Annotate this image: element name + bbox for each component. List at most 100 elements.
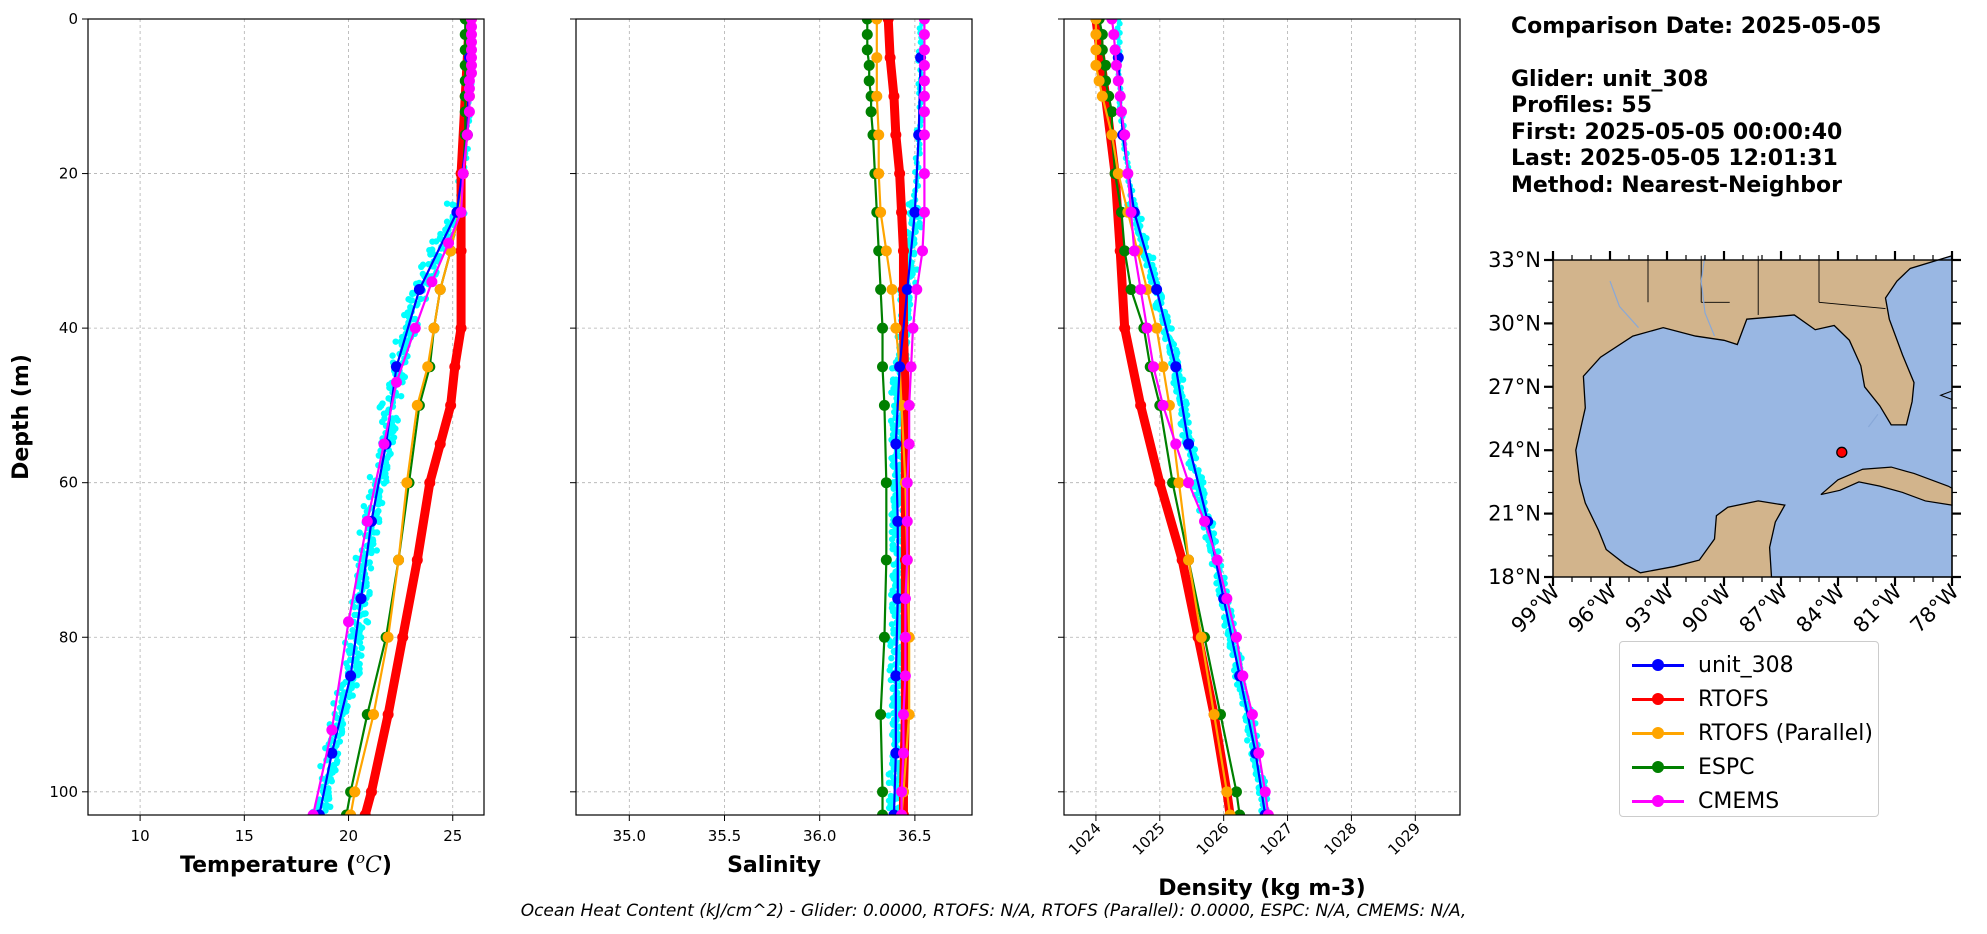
map-lat-label: 33°N — [1488, 248, 1541, 272]
legend-item: RTOFS — [1630, 682, 1878, 716]
glider-scatter-point — [370, 529, 378, 536]
series-marker — [1106, 106, 1118, 118]
series-marker — [1221, 593, 1233, 605]
glider-scatter-point — [360, 502, 368, 510]
glider-scatter-point — [1183, 400, 1190, 408]
glider-scatter-point — [417, 295, 424, 303]
glider-scatter-point — [356, 529, 363, 536]
series-marker — [907, 322, 919, 334]
series-marker — [880, 245, 892, 257]
glider-scatter-point — [392, 338, 399, 345]
series-marker — [1110, 59, 1122, 71]
glider-scatter-point — [373, 547, 380, 554]
glider-scatter-point — [367, 565, 375, 572]
series-marker — [1106, 129, 1118, 141]
glider-scatter-point — [1221, 622, 1228, 629]
glider-scatter-point — [329, 769, 337, 776]
glider-scatter-point — [356, 639, 364, 646]
map-lon-label: 81°W — [1849, 579, 1907, 637]
glider-scatter-point — [366, 559, 373, 566]
glider-scatter-point — [906, 230, 913, 238]
glider-scatter-point — [885, 771, 892, 778]
map-lon-label: 93°W — [1621, 579, 1679, 637]
ohc-footer: Ocean Heat Content (kJ/cm^2) - Glider: 0… — [520, 901, 1467, 921]
glider-scatter-point — [358, 644, 365, 652]
series-marker — [1259, 786, 1271, 798]
map-river — [1867, 413, 1879, 428]
series-marker — [463, 83, 475, 95]
series-marker — [896, 786, 908, 798]
glider-scatter-point — [1116, 20, 1123, 27]
glider-scatter-point — [351, 611, 358, 619]
profile-panel-2: 35.0 35.5 36.0 36.5 Salinity — [570, 18, 973, 878]
glider-scatter-point — [392, 425, 399, 432]
glider-scatter-point — [889, 545, 896, 553]
series-marker — [1173, 477, 1185, 489]
series-marker — [1119, 129, 1131, 141]
series-marker — [382, 631, 394, 643]
glider-scatter-point — [891, 408, 898, 416]
series-marker — [378, 438, 390, 450]
glider-location-marker — [1836, 446, 1848, 458]
series-marker — [461, 129, 473, 141]
glider-scatter-point — [317, 762, 324, 770]
series-marker — [918, 19, 930, 25]
x-axis-label: Density (kg m-3) — [1158, 876, 1366, 901]
series-marker — [1115, 106, 1127, 118]
glider-scatter-point — [910, 250, 918, 258]
glider-scatter-point — [358, 652, 365, 659]
x-tick-label: 1026 — [1193, 819, 1233, 859]
x-tick-label: 1025 — [1129, 819, 1169, 859]
series-marker — [863, 75, 875, 87]
series-marker — [1119, 322, 1131, 334]
legend-label: CMEMS — [1698, 788, 1780, 814]
series-marker — [897, 709, 909, 721]
last-time: Last: 2025-05-05 12:01:31 — [1511, 146, 1838, 171]
glider-scatter-point — [376, 404, 383, 411]
series-marker — [918, 206, 930, 218]
series-marker — [463, 106, 475, 118]
series-marker — [426, 276, 438, 288]
series-marker — [455, 206, 467, 218]
series-marker — [465, 52, 477, 64]
glider-scatter-point — [1221, 614, 1228, 621]
series-marker — [890, 322, 902, 334]
series-marker — [413, 283, 425, 295]
series-marker — [428, 322, 440, 334]
series-marker — [409, 322, 421, 334]
series-marker — [365, 786, 377, 798]
map-lat-label: 30°N — [1488, 311, 1541, 335]
series-marker — [307, 809, 319, 815]
x-tick-label: 35.0 — [613, 827, 646, 845]
series-marker — [880, 554, 892, 566]
series-marker — [890, 129, 902, 141]
series-marker — [1141, 322, 1153, 334]
glider-scatter-point — [886, 667, 893, 674]
glider-scatter-point — [375, 518, 383, 526]
x-tick-label: 35.5 — [708, 827, 741, 845]
x-tick-label: 36.5 — [898, 827, 931, 845]
series-marker — [871, 52, 883, 64]
y-axis-label: Depth (m) — [9, 354, 34, 480]
map-lon-label: 90°W — [1678, 579, 1736, 637]
glider-scatter-point — [885, 712, 892, 719]
glider-scatter-point — [889, 365, 896, 372]
series-marker — [359, 809, 371, 815]
series-marker — [1221, 786, 1233, 798]
series-marker — [390, 361, 402, 373]
series-marker — [897, 747, 909, 759]
legend: unit_308 RTOFS RTOFS (Parallel) ESPC CME… — [1619, 641, 1879, 817]
series-marker — [890, 438, 902, 450]
x-tick-label: 1029 — [1384, 819, 1424, 859]
series-marker — [903, 399, 915, 411]
series-marker — [1090, 19, 1102, 25]
series-marker — [1262, 809, 1274, 815]
series-marker — [1090, 59, 1102, 71]
glider-scatter-point — [370, 540, 377, 548]
series-marker — [434, 438, 446, 450]
glider-scatter-point — [378, 418, 386, 426]
glider-scatter-point — [890, 575, 897, 582]
glider-scatter-point — [908, 272, 915, 279]
profile-panel-3: 1024 1025 1026 1027 1028 1029 Density (kg m-3) — [1058, 18, 1461, 901]
